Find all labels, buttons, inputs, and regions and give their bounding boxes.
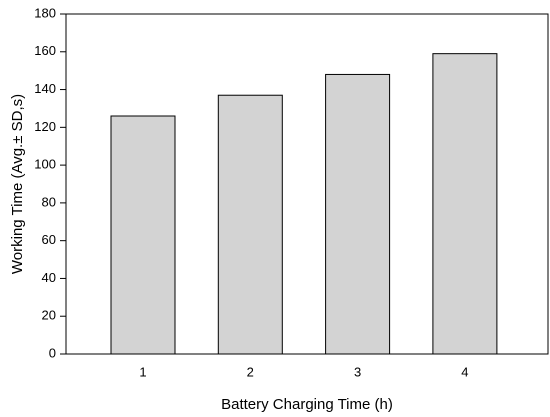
x-tick-label: 2	[247, 364, 254, 379]
y-tick-label: 40	[42, 270, 56, 285]
y-tick-label: 20	[42, 308, 56, 323]
y-tick-label: 140	[34, 81, 56, 96]
y-tick-label: 80	[42, 194, 56, 209]
y-tick-label: 120	[34, 119, 56, 134]
bar	[217, 94, 283, 355]
bar	[110, 115, 176, 355]
y-tick-label: 180	[34, 5, 56, 20]
x-tick-label: 3	[354, 364, 361, 379]
plot-frame	[65, 13, 549, 355]
y-tick-label: 100	[34, 157, 56, 172]
x-tick-label: 1	[139, 364, 146, 379]
x-tick-label: 4	[461, 364, 468, 379]
bar	[432, 53, 498, 355]
y-tick-label: 160	[34, 43, 56, 58]
y-tick-label: 60	[42, 232, 56, 247]
x-axis-title: Battery Charging Time (h)	[221, 396, 393, 413]
y-axis-title: Working Time (Avg.± SD,s)	[9, 94, 26, 274]
y-tick-label: 0	[49, 345, 56, 360]
bar	[325, 73, 391, 355]
